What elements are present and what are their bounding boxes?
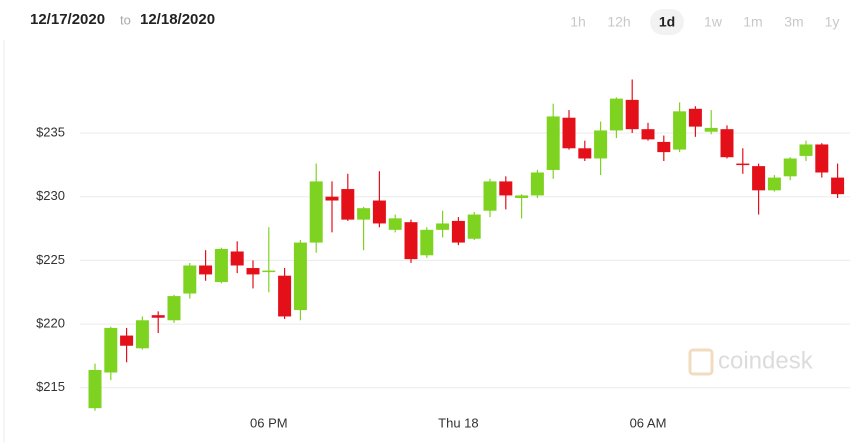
candle-body <box>230 251 244 266</box>
candle-body <box>720 129 734 158</box>
y-tick-label: $225 <box>36 252 65 267</box>
candle-body <box>262 270 276 273</box>
candle-body <box>309 181 323 243</box>
candle-body <box>214 248 228 283</box>
candle-body <box>388 218 402 230</box>
candle-body <box>246 268 260 275</box>
candle-body <box>704 127 718 132</box>
x-tick-label: 06 AM <box>630 415 667 430</box>
candle-body <box>546 116 560 170</box>
candle-body <box>183 265 197 294</box>
candle-body <box>657 141 671 153</box>
range-buttons: 1h 12h 1d 1w 1m 3m 1y <box>570 9 839 35</box>
date-from: 12/17/2020 <box>30 11 105 28</box>
candle-body <box>135 320 149 349</box>
candle-body <box>530 172 544 196</box>
candle-body <box>467 214 481 239</box>
candle-body <box>799 144 813 156</box>
candle-body <box>199 265 213 275</box>
range-button[interactable]: 1w <box>704 14 723 30</box>
watermark: coindesk <box>688 347 814 376</box>
y-tick-label: $230 <box>36 188 65 203</box>
x-tick-label: Thu 18 <box>438 415 478 430</box>
candle-body <box>594 130 608 159</box>
y-tick-label: $220 <box>36 316 65 331</box>
candle-body <box>120 335 134 346</box>
range-button[interactable]: 1y <box>825 14 840 30</box>
candle-body <box>831 177 845 195</box>
candle-body <box>815 144 829 173</box>
candle-body <box>104 327 118 373</box>
range-selected-bg <box>650 9 684 35</box>
candle-body <box>293 242 307 311</box>
candle-body <box>673 111 687 150</box>
candle-body <box>325 196 339 201</box>
candle-body <box>278 275 292 317</box>
candle-body <box>167 296 181 321</box>
y-tick-label: $235 <box>36 124 65 139</box>
candle-body <box>562 117 576 149</box>
candle-body <box>641 129 655 140</box>
y-tick-label: $215 <box>36 379 65 394</box>
candle-body <box>404 222 418 260</box>
date-to: 12/18/2020 <box>140 11 215 28</box>
x-tick-label: 06 PM <box>250 415 288 430</box>
watermark-text: coindesk <box>718 347 814 374</box>
candle-body <box>783 158 797 177</box>
range-button[interactable]: 12h <box>607 14 630 30</box>
candle-body <box>451 220 465 243</box>
candle-body <box>88 369 102 409</box>
candle-body <box>341 189 355 220</box>
candle-body <box>357 208 371 220</box>
candle-body <box>499 181 513 196</box>
range-button[interactable]: 1d <box>659 14 675 30</box>
date-to-word: to <box>120 12 131 27</box>
candle-body <box>420 229 434 256</box>
candle-body <box>578 148 592 159</box>
candle-body <box>436 223 450 230</box>
candle-body <box>625 99 639 130</box>
candle-body <box>515 195 529 198</box>
range-button[interactable]: 1h <box>570 14 586 30</box>
candle-body <box>483 181 497 211</box>
candle-body <box>372 200 386 224</box>
candle-body <box>151 315 165 318</box>
range-button[interactable]: 1m <box>743 14 762 30</box>
candle-body <box>767 177 781 191</box>
range-button[interactable]: 3m <box>784 14 803 30</box>
watermark-logo <box>688 348 714 376</box>
candle-body <box>752 166 766 191</box>
candle-body <box>736 163 750 166</box>
candle-body <box>609 98 623 131</box>
candle-body <box>688 108 702 127</box>
